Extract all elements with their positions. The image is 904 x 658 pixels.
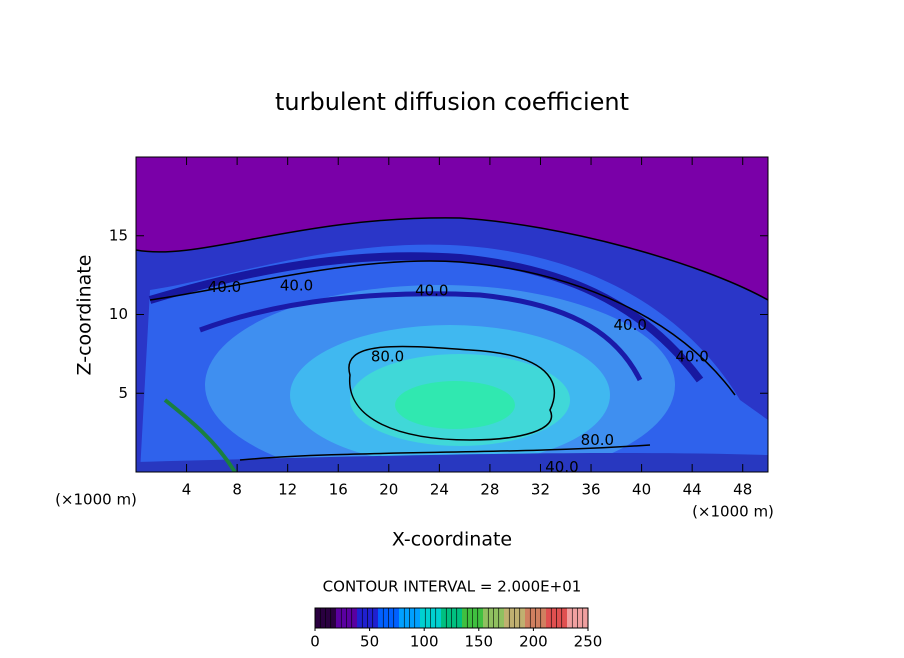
y-tick-label: 15: [109, 226, 128, 244]
contour-label: 40.0: [208, 278, 241, 296]
contour-field: [136, 157, 768, 472]
x-tick-label: 44: [683, 481, 702, 499]
y-tick-label: 5: [118, 384, 128, 402]
contour-label: 40.0: [614, 316, 647, 334]
x-tick-label: 24: [430, 481, 449, 499]
unit-label: (×1000 m): [692, 503, 774, 521]
x-tick-label: 40: [632, 481, 651, 499]
colorbar-tick-label: 250: [574, 633, 603, 651]
colorbar-tick-label: 200: [519, 633, 548, 651]
colorbar-tick-label: 100: [410, 633, 439, 651]
contour-label: 40.0: [545, 458, 578, 476]
x-axis-label: X-coordinate: [392, 529, 512, 551]
colorbar-tick-label: 0: [310, 633, 320, 651]
colorbar-tick-label: 150: [464, 633, 493, 651]
contour-label: 80.0: [371, 348, 404, 366]
contour-label: 40.0: [415, 281, 448, 299]
y-axis-label: Z-coordinate: [74, 255, 96, 376]
x-tick-label: 28: [480, 481, 499, 499]
contour-label: 40.0: [675, 348, 708, 366]
x-tick-label: 48: [733, 481, 752, 499]
unit-label: (×1000 m): [55, 491, 137, 509]
colorbar-frame: [314, 607, 589, 629]
contour-label: 80.0: [581, 431, 614, 449]
x-tick-label: 4: [182, 481, 192, 499]
contour-label: 40.0: [280, 277, 313, 295]
x-tick-label: 16: [329, 481, 348, 499]
chart-title: turbulent diffusion coefficient: [275, 88, 629, 116]
x-tick-label: 12: [278, 481, 297, 499]
contour-interval: CONTOUR INTERVAL = 2.000E+01: [323, 578, 582, 596]
y-tick-label: 10: [109, 305, 128, 323]
x-tick-label: 8: [232, 481, 242, 499]
x-tick-label: 20: [379, 481, 398, 499]
colorbar-tick-label: 50: [360, 633, 379, 651]
x-tick-label: 36: [581, 481, 600, 499]
x-tick-label: 32: [531, 481, 550, 499]
